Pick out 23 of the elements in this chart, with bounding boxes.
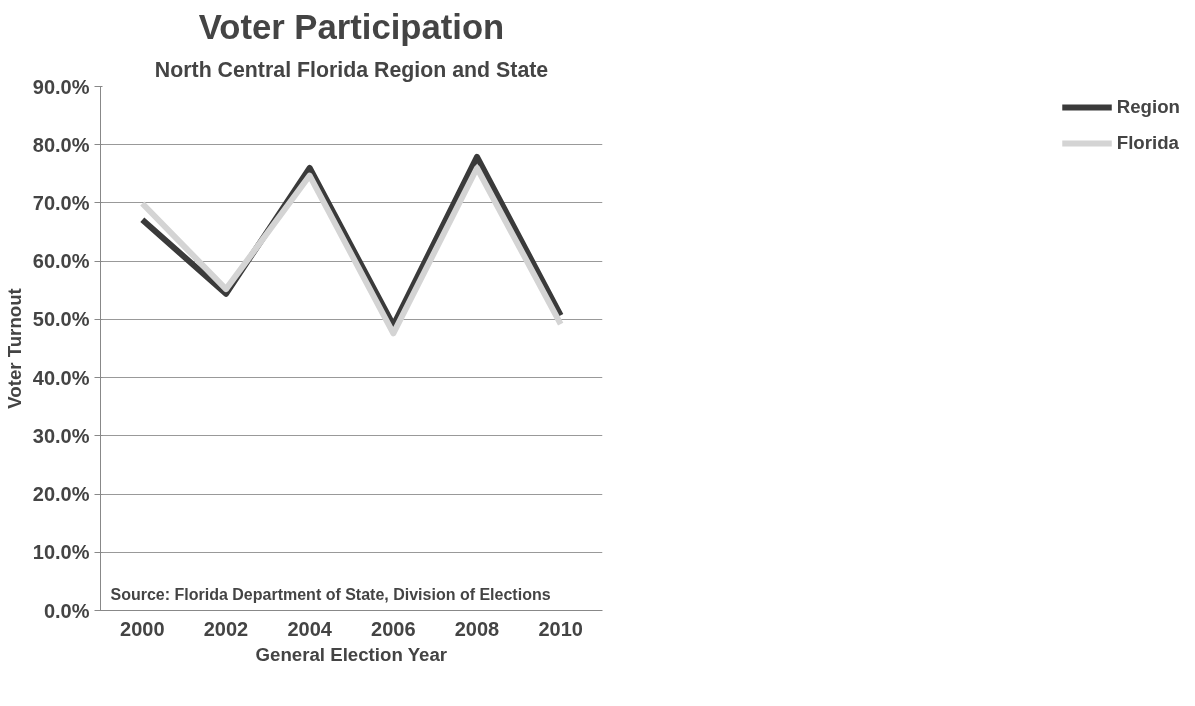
chart-subtitle: North Central Florida Region and State bbox=[154, 57, 549, 82]
y-tick-label: 40.0% bbox=[32, 366, 90, 389]
legend-label: Region bbox=[1116, 96, 1180, 118]
y-tick-label: 30.0% bbox=[32, 424, 90, 447]
y-tick-label: 0.0% bbox=[43, 599, 90, 622]
y-tick-label: 20.0% bbox=[32, 483, 90, 506]
y-tick-label: 60.0% bbox=[32, 250, 90, 273]
y-tick-label: 50.0% bbox=[32, 308, 90, 331]
y-tick-label: 90.0% bbox=[32, 75, 90, 98]
x-axis-title: General Election Year bbox=[255, 643, 448, 665]
x-tick-label: 2002 bbox=[203, 617, 249, 640]
x-tick-label: 2006 bbox=[371, 617, 416, 640]
y-tick-label: 10.0% bbox=[32, 541, 90, 564]
annotation: Source: Florida Department of State, Division of Elections bbox=[110, 585, 551, 603]
y-tick-label: 70.0% bbox=[32, 191, 90, 214]
x-tick-label: 2000 bbox=[120, 617, 165, 640]
x-tick-label: 2008 bbox=[454, 617, 500, 640]
chart-title: Voter Participation bbox=[198, 7, 505, 46]
y-tick-label: 80.0% bbox=[32, 133, 90, 156]
x-tick-label: 2010 bbox=[538, 617, 583, 640]
x-tick-label: 2004 bbox=[287, 617, 333, 640]
y-axis-title: Voter Turnout bbox=[3, 288, 25, 409]
legend-label: Florida bbox=[1116, 132, 1179, 154]
